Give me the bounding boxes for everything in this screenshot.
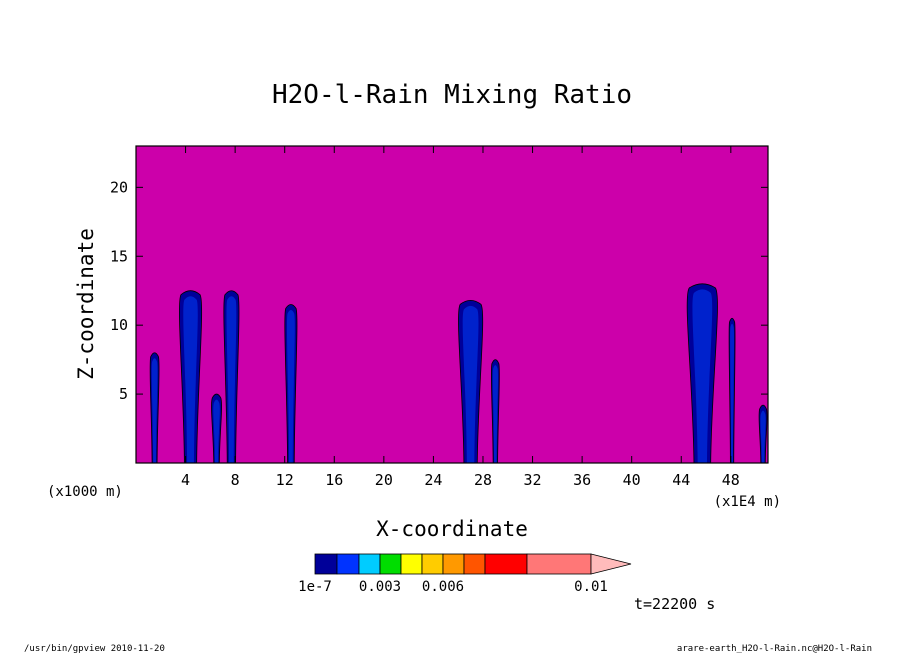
x-tick-label: 4 <box>181 471 190 489</box>
rain-column-core <box>226 296 237 463</box>
rain-column-core <box>183 296 198 463</box>
time-label: t=22200 s <box>634 595 715 613</box>
y-ticks: 5 10 15 20 <box>110 178 768 403</box>
x-unit-left: (x1000 m) <box>47 484 123 500</box>
x-tick-label: 24 <box>424 471 442 489</box>
rain-column-core <box>692 289 713 463</box>
colorbar-tick-label: 0.003 <box>359 579 401 595</box>
rain-column-core <box>151 358 158 463</box>
rain-column-core <box>730 323 735 463</box>
x-tick-label: 20 <box>375 471 393 489</box>
colorbar-extend-arrow <box>590 553 632 575</box>
rain-columns <box>149 283 768 464</box>
colorbar-swatch <box>336 553 360 575</box>
colorbar-swatch <box>379 553 402 575</box>
x-ticks: 4 8 12 16 20 24 28 32 36 40 44 48 <box>181 146 740 489</box>
colorbar-tick-label: 1e-7 <box>298 579 332 595</box>
y-tick-label: 20 <box>110 178 128 196</box>
colorbar-tick-label: 0.01 <box>574 579 608 595</box>
x-tick-label: 48 <box>722 471 740 489</box>
colorbar-swatch <box>526 553 592 575</box>
x-unit-right: (x1E4 m) <box>714 494 781 510</box>
x-tick-label: 32 <box>524 471 542 489</box>
x-tick-label: 44 <box>672 471 690 489</box>
x-tick-label: 28 <box>474 471 492 489</box>
rain-column-core <box>760 410 766 463</box>
colorbar-swatch <box>421 553 444 575</box>
rain-column-core <box>462 305 479 463</box>
x-tick-label: 16 <box>325 471 343 489</box>
colorbar-swatch <box>400 553 423 575</box>
colorbar-swatch <box>484 553 528 575</box>
footer-right: arare-earth_H2O-l-Rain.nc@H2O-l-Rain <box>677 644 872 654</box>
colorbar-swatch <box>358 553 381 575</box>
footer-left: /usr/bin/gpview 2010-11-20 <box>24 644 165 654</box>
colorbar-swatch <box>463 553 486 575</box>
colorbar-swatch <box>442 553 465 575</box>
y-tick-label: 5 <box>119 385 128 403</box>
plot-frame <box>135 145 769 464</box>
y-axis-label: Z-coordinate <box>74 228 98 380</box>
x-tick-label: 36 <box>573 471 591 489</box>
y-tick-label: 15 <box>110 247 128 265</box>
colorbar-tick-label: 0.006 <box>422 579 464 595</box>
x-tick-label: 40 <box>623 471 641 489</box>
x-axis-label: X-coordinate <box>376 517 528 541</box>
rain-column-core <box>492 365 499 463</box>
colorbar: 1e-7 0.003 0.006 0.01 <box>298 553 632 595</box>
y-tick-label: 10 <box>110 316 128 334</box>
colorbar-swatch <box>314 553 338 575</box>
x-tick-label: 12 <box>276 471 294 489</box>
rain-column-core <box>213 399 220 463</box>
rain-column-core <box>286 310 295 463</box>
plot-background <box>136 146 768 463</box>
chart-title: H2O-l-Rain Mixing Ratio <box>272 80 632 110</box>
x-tick-label: 8 <box>231 471 240 489</box>
